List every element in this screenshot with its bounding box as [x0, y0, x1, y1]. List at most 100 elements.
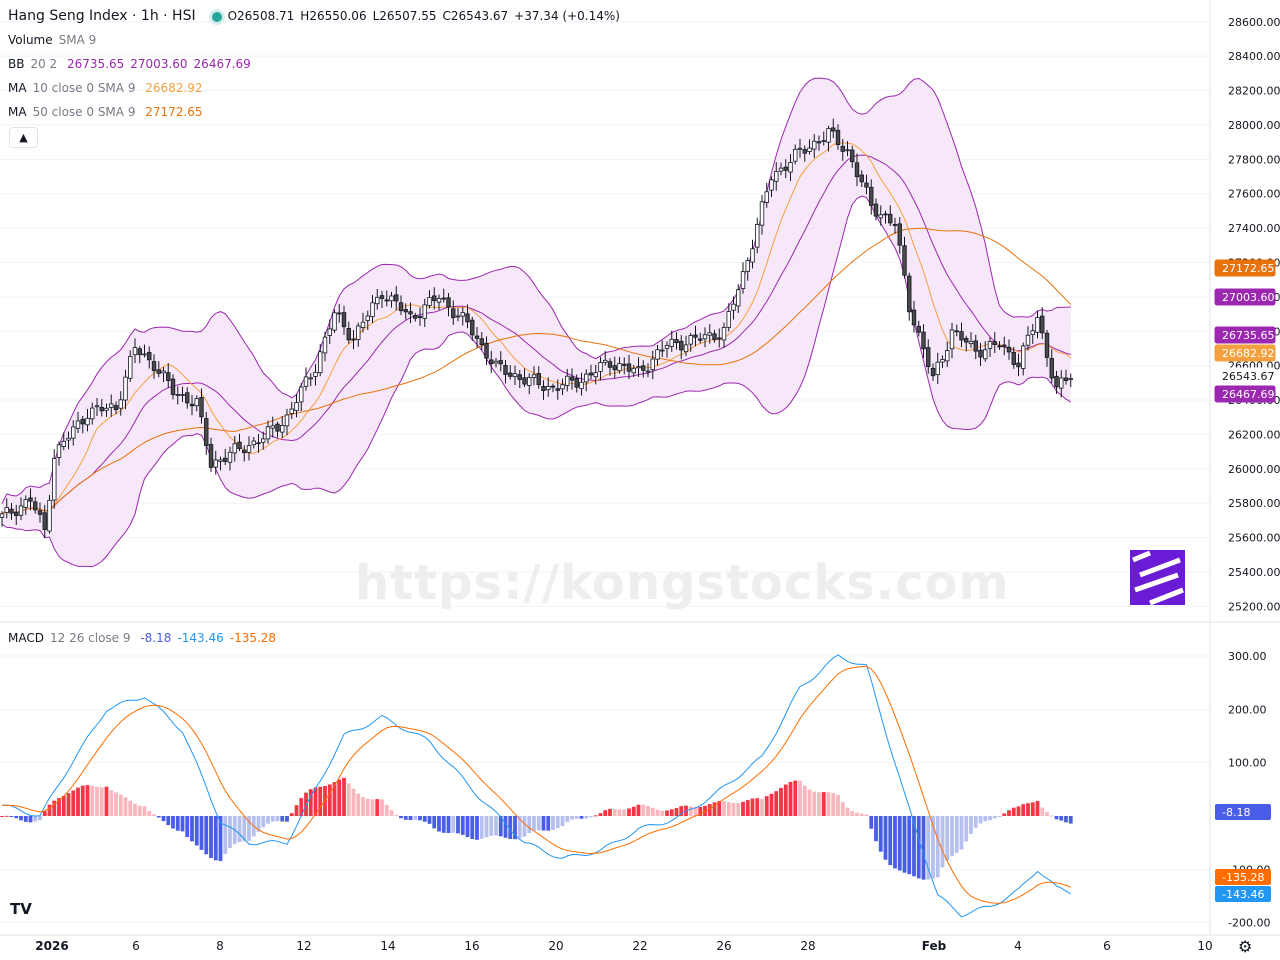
candle-body — [384, 299, 389, 302]
candle-body — [484, 342, 489, 359]
macd-histogram-bar — [693, 806, 698, 816]
candle-body — [788, 162, 793, 173]
candle-body — [18, 505, 24, 516]
time-tick-label: 20 — [548, 939, 563, 953]
macd-histogram-bar — [114, 792, 118, 816]
macd-histogram-bar — [603, 810, 608, 816]
macd-histogram-bar — [707, 804, 712, 816]
candle-body — [256, 442, 261, 445]
macd-histogram-bar — [869, 816, 874, 829]
candle-body — [859, 174, 864, 183]
candle-body — [1040, 315, 1045, 334]
macd-histogram-bar — [190, 816, 194, 842]
candle-body — [80, 418, 85, 425]
macd-histogram-bar — [223, 816, 228, 854]
ohlc-open: O26508.71 — [227, 9, 295, 23]
macd-histogram-bar — [741, 801, 745, 816]
candle-body — [242, 449, 247, 454]
macd-histogram-bar — [874, 816, 878, 842]
candle-body — [251, 440, 256, 446]
time-tick-label: 6 — [1103, 939, 1111, 953]
candle-body — [156, 369, 161, 374]
candle-body — [227, 451, 233, 463]
candle-body — [693, 334, 698, 338]
macd-histogram-bar — [926, 816, 931, 880]
candle-body — [180, 394, 185, 396]
collapse-legend-button[interactable]: ▲ — [9, 127, 38, 148]
macd-legend[interactable]: MACD 12 26 close 9 -8.18 -143.46 -135.28 — [8, 631, 282, 645]
macd-histogram-bar — [289, 813, 294, 816]
candle-body — [299, 386, 304, 403]
candle-body — [56, 444, 62, 458]
macd-histogram-bar — [9, 816, 14, 817]
macd-histogram-bar — [551, 816, 555, 830]
candle-body — [52, 458, 57, 501]
candle-body — [959, 331, 964, 341]
macd-histogram-bar — [14, 816, 19, 819]
macd-histogram-bar — [631, 806, 636, 816]
candle-body — [1021, 345, 1026, 369]
macd-histogram-bar — [760, 798, 764, 816]
macd-histogram-bar — [80, 785, 85, 816]
macd-tick-label: 200.00 — [1228, 703, 1267, 716]
macd-histogram-bar — [133, 803, 137, 816]
candle-body — [750, 248, 755, 263]
tradingview-logo[interactable]: TV — [10, 900, 32, 918]
bollinger-basis-line — [1, 154, 1071, 515]
macd-tick-label: -200.00 — [1228, 917, 1270, 930]
macd-histogram-bar — [612, 808, 617, 816]
price-label-text: 26467.69 — [1222, 388, 1275, 401]
candle-body — [964, 337, 969, 343]
candle-body — [907, 275, 912, 313]
macd-histogram-bar — [0, 816, 4, 817]
candle-body — [23, 499, 28, 508]
ma10-legend[interactable]: MA 10 close 0 SMA 9 26682.92 — [8, 81, 209, 95]
macd-histogram-bar — [152, 814, 156, 816]
macd-histogram-bar — [4, 815, 9, 817]
candle-body — [569, 376, 575, 381]
candle-body — [683, 344, 689, 353]
gear-icon[interactable]: ⚙ — [1238, 937, 1253, 956]
macd-histogram-bar — [57, 798, 61, 816]
candle-body — [945, 350, 950, 362]
candle-body — [508, 372, 513, 377]
macd-histogram-bar — [698, 806, 703, 816]
volume-legend[interactable]: Volume SMA 9 — [8, 33, 102, 47]
macd-histogram-bar — [432, 816, 437, 829]
macd-histogram-bar — [403, 816, 408, 820]
macd-histogram-bar — [522, 816, 527, 837]
candle-body — [470, 319, 475, 336]
ma50-legend[interactable]: MA 50 close 0 SMA 9 27172.65 — [8, 105, 209, 119]
macd-histogram-bar — [878, 816, 883, 852]
price-label-badge — [1214, 385, 1276, 403]
macd-histogram-bar — [180, 816, 185, 832]
macd-histogram-bar — [28, 816, 33, 823]
macd-histogram-bar — [950, 816, 954, 857]
price-tick-label: 26000.00 — [1228, 463, 1280, 476]
macd-histogram-bar — [1035, 800, 1040, 816]
macd-histogram-bar — [451, 816, 456, 833]
candle-body — [194, 398, 199, 407]
candle-body — [9, 508, 14, 514]
macd-histogram-bar — [23, 816, 28, 822]
candle-body — [417, 316, 423, 318]
macd-histogram-bar — [427, 816, 432, 824]
bb-legend[interactable]: BB 20 2 26735.65 27003.60 26467.69 — [8, 57, 257, 71]
candle-body — [189, 403, 195, 407]
macd-histogram-bar — [973, 816, 978, 828]
candle-body — [831, 127, 836, 132]
macd-histogram-bar — [793, 780, 798, 816]
symbol-title[interactable]: Hang Seng Index · 1h · HSI — [8, 8, 196, 24]
candle-body — [389, 295, 394, 302]
candle-body — [75, 420, 81, 429]
macd-histogram-bar — [802, 785, 807, 816]
candle-body — [375, 296, 380, 305]
macd-histogram-bar — [266, 816, 270, 824]
time-tick-label: 8 — [216, 939, 224, 953]
candle-body — [318, 351, 323, 374]
macd-histogram-bar — [736, 802, 741, 816]
macd-histogram-bar — [570, 816, 574, 820]
candle-body — [308, 377, 313, 380]
candle-body — [774, 171, 779, 182]
